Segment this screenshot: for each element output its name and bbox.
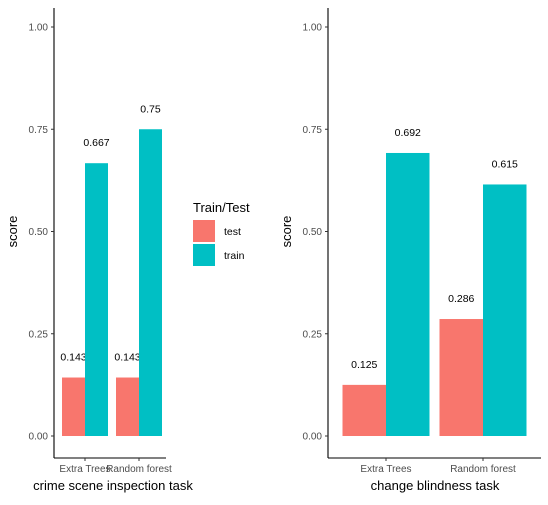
legend-label-train: train [224, 250, 245, 262]
bar-test [439, 319, 483, 436]
legend-swatch-test [193, 220, 215, 242]
x-axis-title: change blindness task [371, 478, 500, 493]
data-label-test: 0.125 [351, 359, 377, 371]
bar-train [139, 129, 162, 436]
y-tick-label: 0.00 [29, 432, 49, 443]
data-label-test: 0.286 [448, 293, 474, 305]
y-tick-label: 0.25 [303, 329, 323, 340]
data-label-train: 0.667 [83, 137, 109, 149]
y-tick-label: 0.75 [303, 125, 323, 136]
legend: Train/Test test train [193, 200, 250, 266]
y-tick-label: 0.50 [303, 227, 323, 238]
y-tick-label: 1.00 [29, 23, 49, 34]
bar-train [386, 152, 430, 437]
bar-train [483, 184, 527, 436]
legend-swatch-train [193, 244, 215, 266]
change-blindness-panel: 0.00 0.25 0.50 0.75 1.00 0.125 0.692 Extra Tree… [279, 8, 541, 493]
crime-scene-panel: 0.00 0.25 0.50 0.75 1.00 0.143 0.667 Extra Tree… [5, 8, 193, 493]
bar-test [342, 384, 386, 436]
legend-label-test: test [224, 226, 241, 238]
data-label-train: 0.615 [492, 158, 518, 170]
y-tick-label: 0.75 [29, 125, 49, 136]
data-label-train: 0.75 [140, 103, 161, 115]
bar-test [116, 377, 139, 436]
data-label-test: 0.143 [114, 352, 140, 364]
y-tick-label: 0.50 [29, 227, 49, 238]
data-label-train: 0.692 [395, 127, 421, 139]
x-tick-label: Random forest [106, 464, 172, 475]
y-tick-label: 1.00 [303, 23, 323, 34]
x-tick-label: Extra Trees [360, 464, 411, 475]
x-axis-title: crime scene inspection task [33, 478, 193, 493]
bar-test [62, 377, 85, 436]
y-tick-label: 0.00 [303, 432, 323, 443]
y-axis-title: score [279, 216, 294, 248]
y-tick-label: 0.25 [29, 329, 49, 340]
y-axis-title: score [5, 216, 20, 248]
x-tick-label: Random forest [450, 464, 516, 475]
x-tick-label: Extra Trees [59, 464, 110, 475]
data-label-test: 0.143 [60, 352, 86, 364]
bar-train [85, 163, 108, 436]
legend-title: Train/Test [193, 200, 250, 215]
